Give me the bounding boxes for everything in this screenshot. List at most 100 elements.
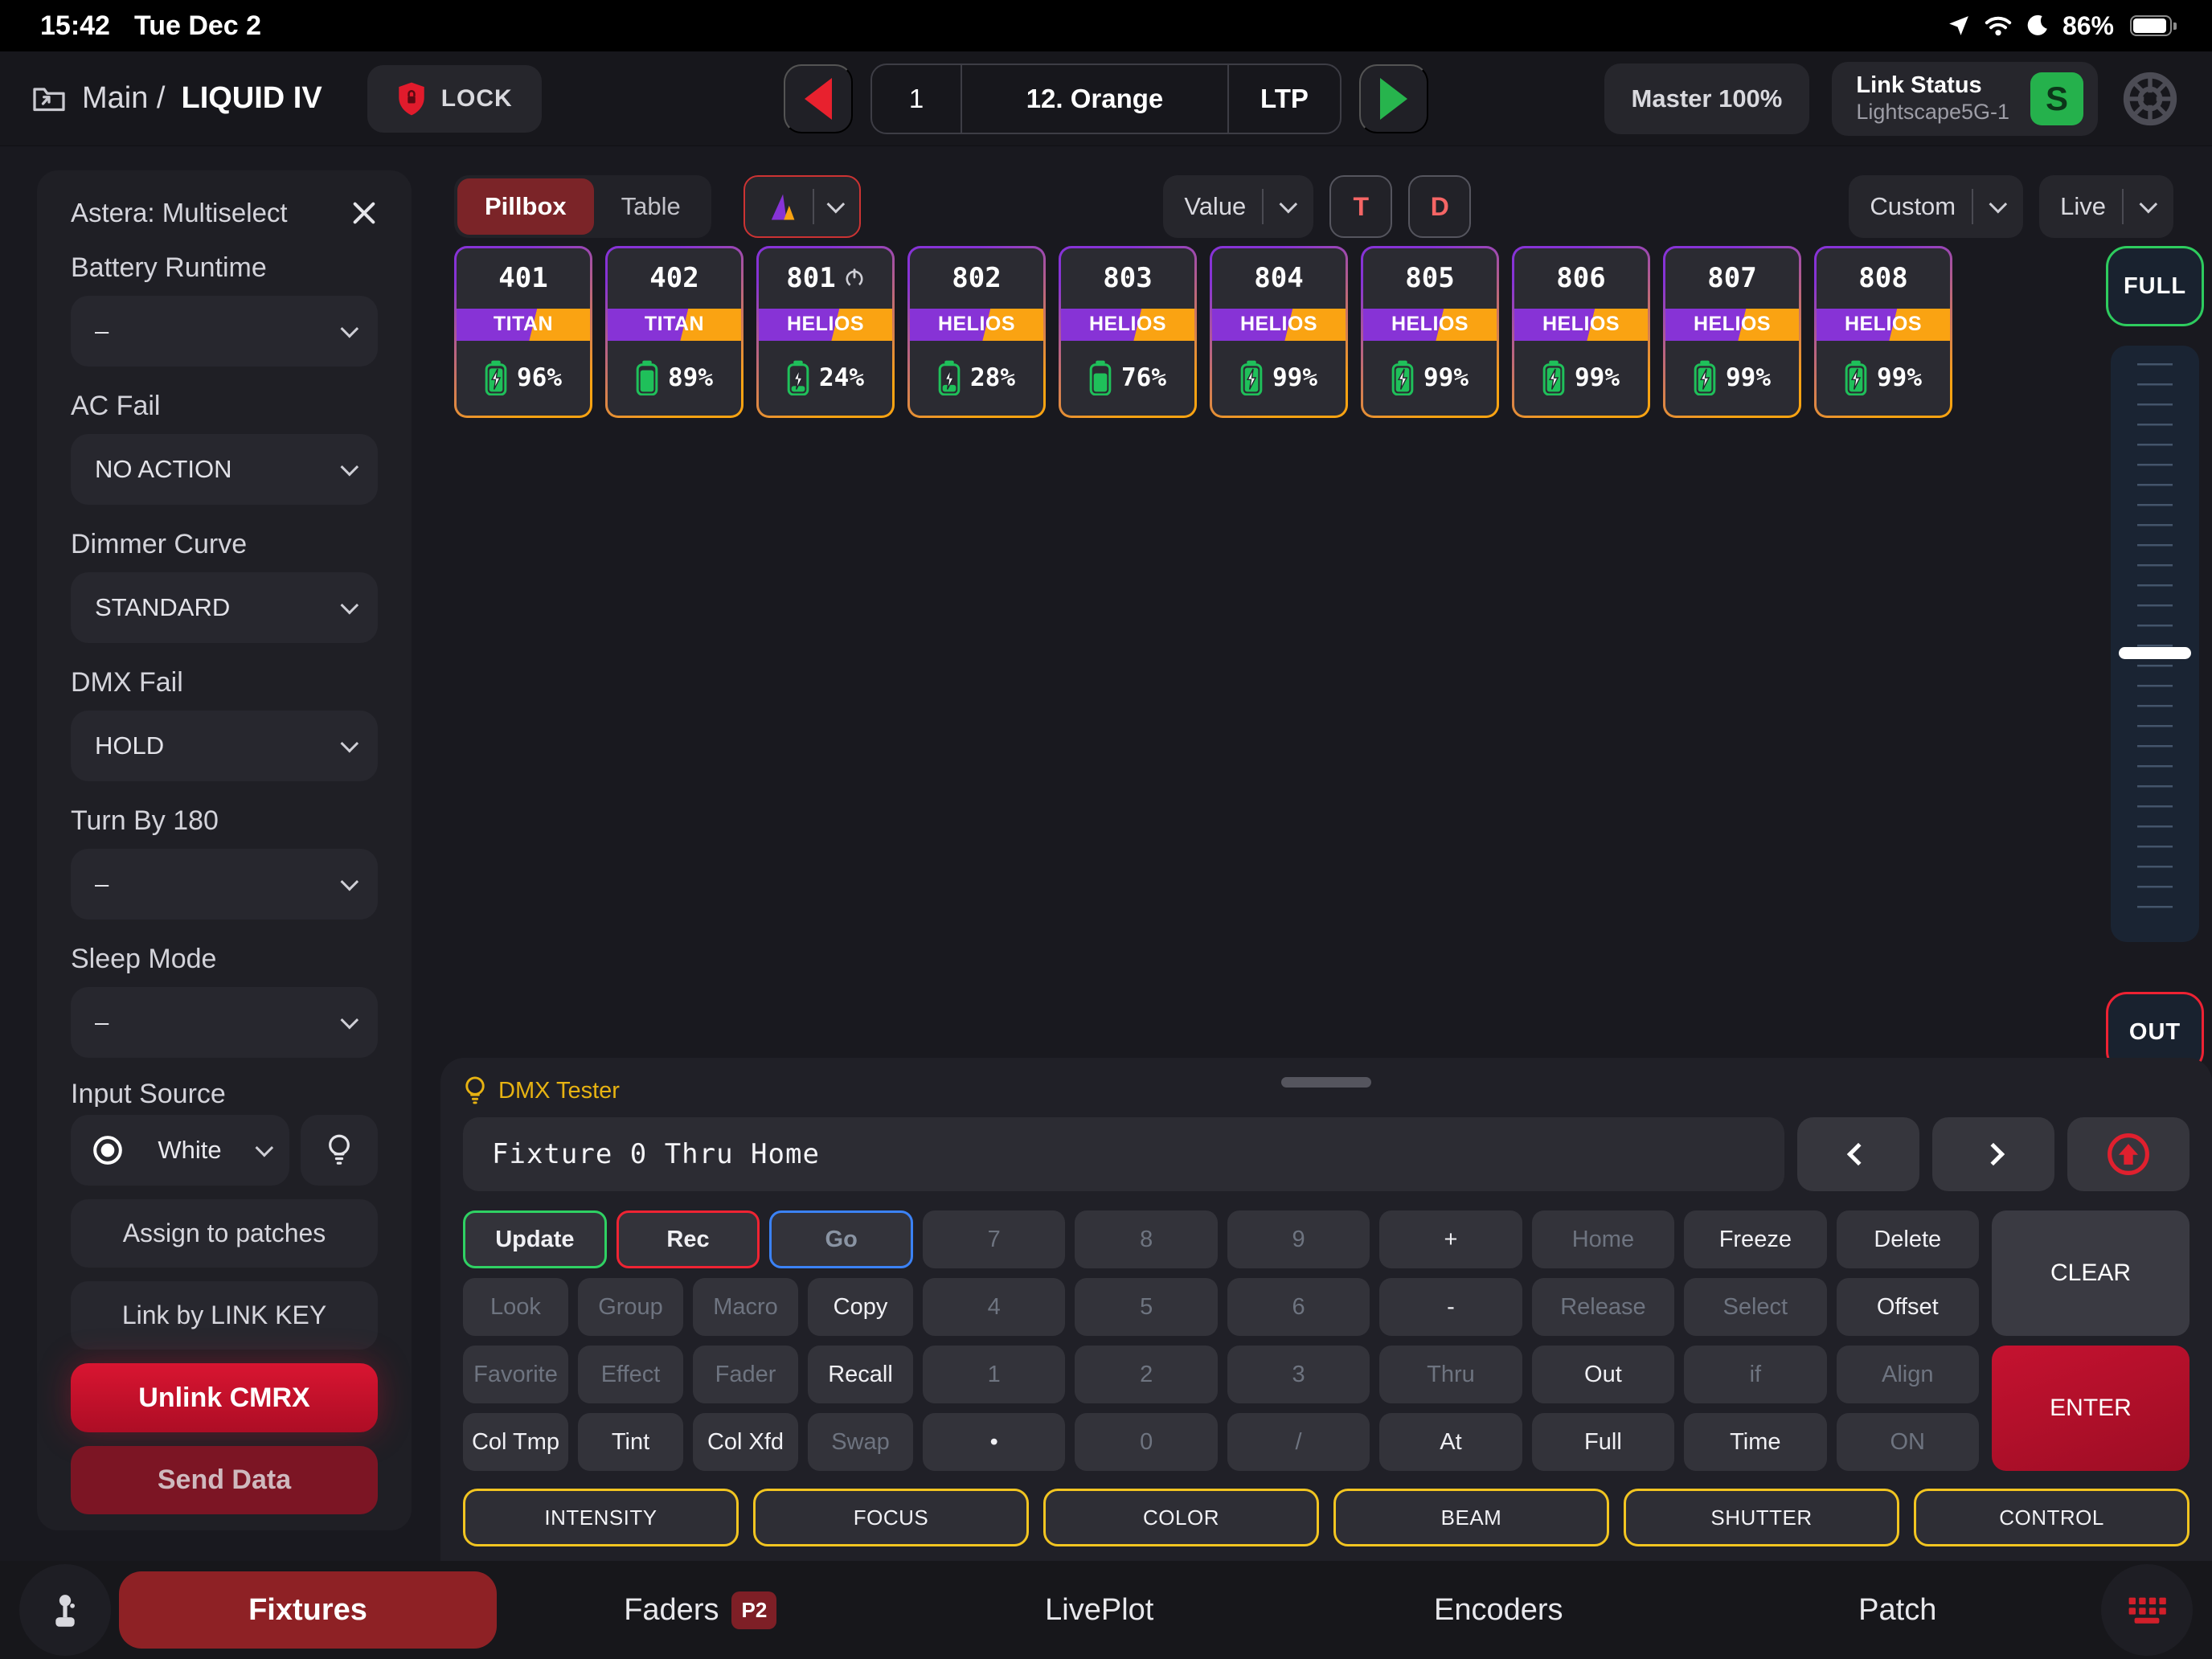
field-select[interactable]: – xyxy=(71,296,378,367)
cue-display[interactable]: 1 12. Orange LTP xyxy=(870,63,1342,134)
value-mode-dropdown[interactable]: Value xyxy=(1163,175,1314,238)
key--[interactable]: / xyxy=(1227,1413,1370,1471)
key-thru[interactable]: Thru xyxy=(1379,1346,1522,1403)
fixture-tile[interactable]: 402 TITAN 89% xyxy=(605,246,743,418)
nav-item-patch[interactable]: Patch xyxy=(1702,1571,2094,1649)
command-next-button[interactable] xyxy=(1932,1117,2054,1191)
key-release[interactable]: Release xyxy=(1531,1278,1675,1336)
key--[interactable]: - xyxy=(1379,1278,1522,1336)
cue-mode[interactable]: LTP xyxy=(1227,64,1340,133)
link-status-button[interactable]: Link Status Lightscape5G-1 S xyxy=(1832,61,2098,136)
send-data-button[interactable]: Send Data xyxy=(71,1445,378,1515)
delay-toggle-button[interactable]: D xyxy=(1408,175,1472,238)
key-macro[interactable]: Macro xyxy=(693,1278,798,1336)
nav-item-faders[interactable]: Faders P2 xyxy=(505,1571,896,1649)
fixture-tile[interactable]: 801 HELIOS 24% xyxy=(756,246,895,418)
breadcrumb[interactable]: Main / LIQUID IV xyxy=(32,81,322,116)
key--[interactable]: + xyxy=(1379,1210,1522,1268)
key-align[interactable]: Align xyxy=(1836,1346,1979,1403)
key-col-tmp[interactable]: Col Tmp xyxy=(463,1413,568,1471)
key-9[interactable]: 9 xyxy=(1227,1210,1370,1268)
highlight-bulb-button[interactable] xyxy=(301,1114,378,1186)
key-8[interactable]: 8 xyxy=(1075,1210,1218,1268)
key-update[interactable]: Update xyxy=(463,1210,607,1268)
settings-wheel-button[interactable] xyxy=(2120,69,2180,129)
key--[interactable]: • xyxy=(923,1413,1066,1471)
fixture-tile[interactable]: 804 HELIOS 99% xyxy=(1210,246,1348,418)
command-line-input[interactable]: Fixture 0 Thru Home xyxy=(463,1117,1784,1191)
parameter-group-shutter[interactable]: SHUTTER xyxy=(1624,1489,1899,1546)
fixture-tile[interactable]: 807 HELIOS 99% xyxy=(1663,246,1801,418)
command-prev-button[interactable] xyxy=(1797,1117,1919,1191)
field-select[interactable]: – xyxy=(71,849,378,920)
parameter-group-focus[interactable]: FOCUS xyxy=(753,1489,1029,1546)
key-time[interactable]: Time xyxy=(1684,1413,1827,1471)
key-3[interactable]: 3 xyxy=(1227,1346,1370,1403)
fixture-tile[interactable]: 806 HELIOS 99% xyxy=(1512,246,1650,418)
key-7[interactable]: 7 xyxy=(923,1210,1066,1268)
fixture-tile[interactable]: 803 HELIOS 76% xyxy=(1059,246,1197,418)
key-4[interactable]: 4 xyxy=(923,1278,1066,1336)
fixture-tile[interactable]: 808 HELIOS 99% xyxy=(1814,246,1952,418)
custom-view-dropdown[interactable]: Custom xyxy=(1849,175,2024,238)
tab-table[interactable]: Table xyxy=(594,178,708,235)
key-1[interactable]: 1 xyxy=(923,1346,1066,1403)
key-go[interactable]: Go xyxy=(769,1210,914,1268)
parameter-group-beam[interactable]: BEAM xyxy=(1333,1489,1609,1546)
tab-pillbox[interactable]: Pillbox xyxy=(457,178,594,235)
nav-item-liveplot[interactable]: LivePlot xyxy=(904,1571,1296,1649)
key-group[interactable]: Group xyxy=(578,1278,683,1336)
key-col-xfd[interactable]: Col Xfd xyxy=(693,1413,798,1471)
key-at[interactable]: At xyxy=(1379,1413,1522,1471)
key-fader[interactable]: Fader xyxy=(693,1346,798,1403)
key-look[interactable]: Look xyxy=(463,1278,568,1336)
parameter-group-control[interactable]: CONTROL xyxy=(1914,1489,2189,1546)
cue-back-button[interactable] xyxy=(784,63,853,133)
timing-toggle-button[interactable]: T xyxy=(1329,175,1393,238)
unlink-cmrx-button[interactable]: Unlink CMRX xyxy=(71,1363,378,1432)
key-delete[interactable]: Delete xyxy=(1836,1210,1979,1268)
key-recall[interactable]: Recall xyxy=(808,1346,913,1403)
parameter-group-color[interactable]: COLOR xyxy=(1043,1489,1319,1546)
nav-item-encoders[interactable]: Encoders xyxy=(1303,1571,1694,1649)
input-source-select[interactable]: White xyxy=(71,1114,289,1186)
key-swap[interactable]: Swap xyxy=(808,1413,913,1471)
fixture-layout-button[interactable] xyxy=(743,175,861,238)
key-out[interactable]: Out xyxy=(1531,1346,1675,1403)
clear-button[interactable]: CLEAR xyxy=(1992,1210,2189,1336)
key-home[interactable]: Home xyxy=(1531,1210,1675,1268)
assign-to-patches-button[interactable]: Assign to patches xyxy=(71,1198,378,1268)
key-effect[interactable]: Effect xyxy=(578,1346,683,1403)
key-6[interactable]: 6 xyxy=(1227,1278,1370,1336)
keyboard-toggle-button[interactable] xyxy=(2101,1564,2193,1656)
key-0[interactable]: 0 xyxy=(1075,1413,1218,1471)
live-mode-dropdown[interactable]: Live xyxy=(2039,175,2173,238)
fader-track[interactable] xyxy=(2111,346,2199,942)
key-tint[interactable]: Tint xyxy=(578,1413,683,1471)
key-on[interactable]: ON xyxy=(1836,1413,1979,1471)
nav-item-fixtures[interactable]: Fixtures xyxy=(119,1571,497,1649)
parameter-group-intensity[interactable]: INTENSITY xyxy=(463,1489,739,1546)
key-full[interactable]: Full xyxy=(1531,1413,1675,1471)
fixture-tile[interactable]: 805 HELIOS 99% xyxy=(1361,246,1499,418)
panel-drag-handle[interactable] xyxy=(1281,1077,1371,1088)
key-if[interactable]: if xyxy=(1684,1346,1827,1403)
link-by-link-key-button[interactable]: Link by LINK KEY xyxy=(71,1281,378,1350)
key-copy[interactable]: Copy xyxy=(808,1278,913,1336)
cue-go-button[interactable] xyxy=(1359,63,1428,133)
lock-button[interactable]: LOCK xyxy=(367,64,542,133)
key-2[interactable]: 2 xyxy=(1075,1346,1218,1403)
field-select[interactable]: HOLD xyxy=(71,711,378,781)
command-send-button[interactable] xyxy=(2067,1117,2189,1191)
key-select[interactable]: Select xyxy=(1684,1278,1827,1336)
key-freeze[interactable]: Freeze xyxy=(1684,1210,1827,1268)
key-rec[interactable]: Rec xyxy=(616,1210,760,1268)
fader-handle[interactable] xyxy=(2118,646,2192,659)
fixture-tile[interactable]: 802 HELIOS 28% xyxy=(907,246,1046,418)
key-favorite[interactable]: Favorite xyxy=(463,1346,568,1403)
close-panel-button[interactable] xyxy=(350,199,378,227)
key-offset[interactable]: Offset xyxy=(1836,1278,1979,1336)
enter-button[interactable]: ENTER xyxy=(1992,1346,2189,1471)
field-select[interactable]: NO ACTION xyxy=(71,434,378,505)
master-level-button[interactable]: Master 100% xyxy=(1604,63,1810,134)
